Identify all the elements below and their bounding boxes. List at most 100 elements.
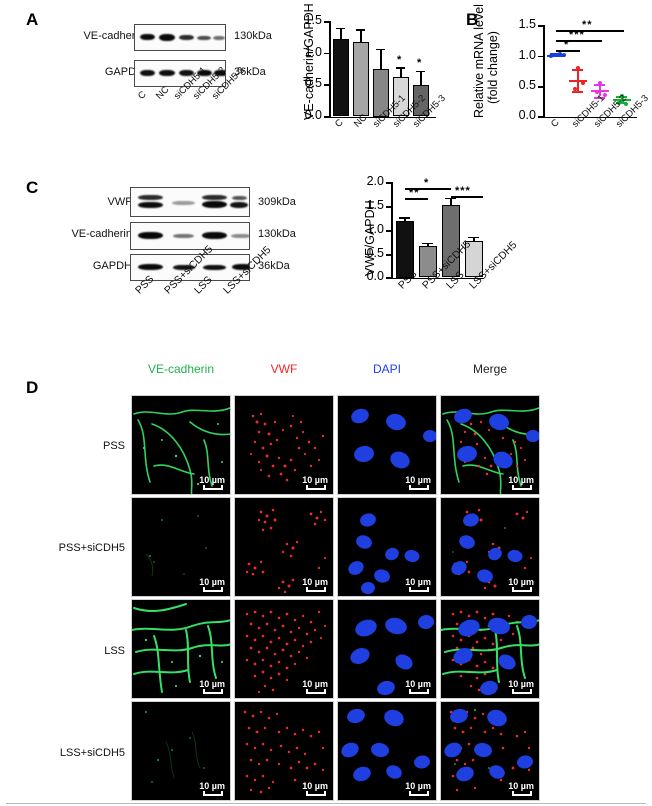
panel-d-image-pss-sicdh5-ve-cadherin[interactable]: 10 µm [131, 497, 231, 597]
scale-bar-label: 10 µm [508, 475, 534, 485]
panel-c-bar-lss [442, 204, 460, 278]
panel-c-mw-309: 309kDa [258, 196, 296, 208]
panel-d-image-lss-dapi[interactable]: 10 µm [337, 599, 437, 699]
panel-c-sig-lss-lsssicdh5: *** [455, 185, 471, 197]
panel-d-image-pss-sicdh5-merge[interactable]: 10 µm [440, 497, 540, 597]
panel-c-blot-gapdh [130, 254, 250, 281]
panel-c-ytick-2.0: 2.0 [366, 174, 384, 188]
scale-bar-line [203, 791, 223, 796]
panel-a-mw-36: 36kDa [234, 66, 266, 78]
scale-bar-label: 10 µm [302, 679, 328, 689]
panel-c-sig-pss-lss: * [424, 177, 430, 189]
panel-a-ytick-0.5: 0.5 [304, 76, 322, 91]
scale-bar-label: 10 µm [302, 577, 328, 587]
panel-d-image-pss-vwf[interactable]: 10 µm [234, 395, 334, 495]
panel-b-sigline-c-sicdh5-3 [556, 30, 624, 32]
panel-b-sig-c-sicdh5-2: *** [569, 29, 585, 41]
panel-b-point-sicdh5-2 [598, 81, 602, 86]
panel-b-letter: B [466, 10, 479, 29]
panel-d-image-pss-sicdh5-dapi[interactable]: 10 µm [337, 497, 437, 597]
panel-d-image-lss-sicdh5-vwf[interactable]: 10 µm [234, 701, 334, 801]
panel-b-point-sicdh5-1 [580, 81, 585, 86]
panel-b-point-c [553, 52, 558, 57]
panel-d-row-label-lss: LSS [104, 645, 125, 657]
scale-bar-label: 10 µm [405, 781, 431, 791]
panel-b-ytick-1.0: 1.0 [518, 47, 536, 62]
panel-d-letter: D [26, 378, 39, 397]
scale-bar-label: 10 µm [405, 679, 431, 689]
panel-d-image-lss-sicdh5-ve-cadherin[interactable]: 10 µm [131, 701, 231, 801]
panel-d-image-lss-vwf[interactable]: 10 µm [234, 599, 334, 699]
scale-bar-label: 10 µm [302, 781, 328, 791]
panel-b-x-axis [543, 116, 637, 119]
scale-bar-label: 10 µm [405, 475, 431, 485]
panel-a-bar-sicdh5-2 [393, 76, 409, 117]
scale-bar-line [512, 587, 532, 592]
scale-bar-label: 10 µm [199, 475, 225, 485]
panel-b-point-sicdh5-3 [616, 100, 621, 105]
panel-b-ytick-0.0: 0.0 [518, 108, 536, 122]
panel-c-blot-vwf [130, 187, 250, 217]
panel-a-blot-label-gapdh: GAPDH [104, 66, 144, 78]
panel-c-letter: C [26, 178, 39, 197]
panel-b-point-sicdh5-2 [594, 90, 599, 95]
panel-d-image-pss-merge[interactable]: 10 µm [440, 395, 540, 495]
panel-c-sigline-lss-lsssicdh5 [451, 196, 483, 198]
panel-b-xtick-c: C [549, 117, 562, 130]
panel-b-sigline-c-sicdh5-1 [556, 50, 580, 52]
panel-c-bar-lss-sicdh5 [465, 240, 483, 278]
scale-bar-label: 10 µm [199, 577, 225, 587]
panel-b-point-sicdh5-3 [624, 101, 628, 106]
panel-d-image-lss-sicdh5-merge[interactable]: 10 µm [440, 701, 540, 801]
scale-bar-line [409, 587, 429, 592]
panel-a-mw-130: 130kDa [234, 30, 272, 42]
panel-a-blot-label-ve-cadherin: VE-cadherin [83, 30, 144, 42]
panel-a-ytick-1.5: 1.5 [304, 13, 322, 27]
panel-d-image-lss-ve-cadherin[interactable]: 10 µm [131, 599, 231, 699]
scale-bar-label: 10 µm [199, 679, 225, 689]
scale-bar-line [203, 485, 223, 490]
panel-c-sigline-pss-lss [405, 188, 451, 190]
panel-b-y-axis-label-line2: (fold change) [486, 31, 500, 104]
scale-bar-label: 10 µm [508, 679, 534, 689]
panel-c-blot-label-vwf: VWF [107, 196, 132, 208]
scale-bar-line [409, 689, 429, 694]
panel-d-image-lss-merge[interactable]: 10 µm [440, 599, 540, 699]
panel-a-bar-nc [353, 41, 369, 117]
panel-c-bar-pss [396, 220, 414, 278]
scale-bar-line [409, 485, 429, 490]
panel-b-sigline-c-sicdh5-2 [556, 40, 602, 42]
panel-b-point-sicdh5-1 [576, 66, 580, 71]
scale-bar-label: 10 µm [508, 577, 534, 587]
panel-b-point-c [549, 54, 553, 58]
panel-d-image-pss-sicdh5-vwf[interactable]: 10 µm [234, 497, 334, 597]
scale-bar-line [409, 791, 429, 796]
panel-b-ytick-0.5: 0.5 [518, 78, 536, 92]
panel-c-blot-label-ve-cadherin: VE-cadherin [71, 228, 132, 240]
panel-a-bar-c [333, 39, 349, 117]
panel-a-letter: A [26, 10, 39, 29]
panel-c-sig-pss-psssicdh5: ** [409, 187, 420, 199]
panel-a-y-axis [329, 21, 331, 118]
panel-b-y-axis-label-line1: Relative mRNA level [472, 4, 486, 118]
panel-a-bar-sicdh5-3 [413, 84, 429, 117]
panel-a-lane-label-c: C [136, 89, 149, 102]
panel-d-image-pss-ve-cadherin[interactable]: 10 µm [131, 395, 231, 495]
scale-bar-line [306, 689, 326, 694]
panel-d-image-lss-sicdh5-dapi[interactable]: 10 µm [337, 701, 437, 801]
scale-bar-line [306, 587, 326, 592]
panel-a-x-axis [329, 116, 436, 119]
panel-b-point-c [558, 51, 562, 56]
panel-a-sig-sicdh5-3: * [417, 57, 423, 69]
panel-b-point-sicdh5-3 [620, 94, 624, 99]
panel-c-y-axis [391, 182, 393, 279]
scale-bar-line [203, 689, 223, 694]
panel-a-xtick-c: C [333, 117, 346, 130]
panel-a-ytick-0.0: 0.0 [304, 108, 322, 122]
panel-a-sig-sicdh5-2: * [397, 54, 403, 66]
scale-bar-label: 10 µm [508, 781, 534, 791]
panel-c-ytick-1.5: 1.5 [366, 198, 384, 212]
panel-d-image-pss-dapi[interactable]: 10 µm [337, 395, 437, 495]
scale-bar-line [512, 689, 532, 694]
